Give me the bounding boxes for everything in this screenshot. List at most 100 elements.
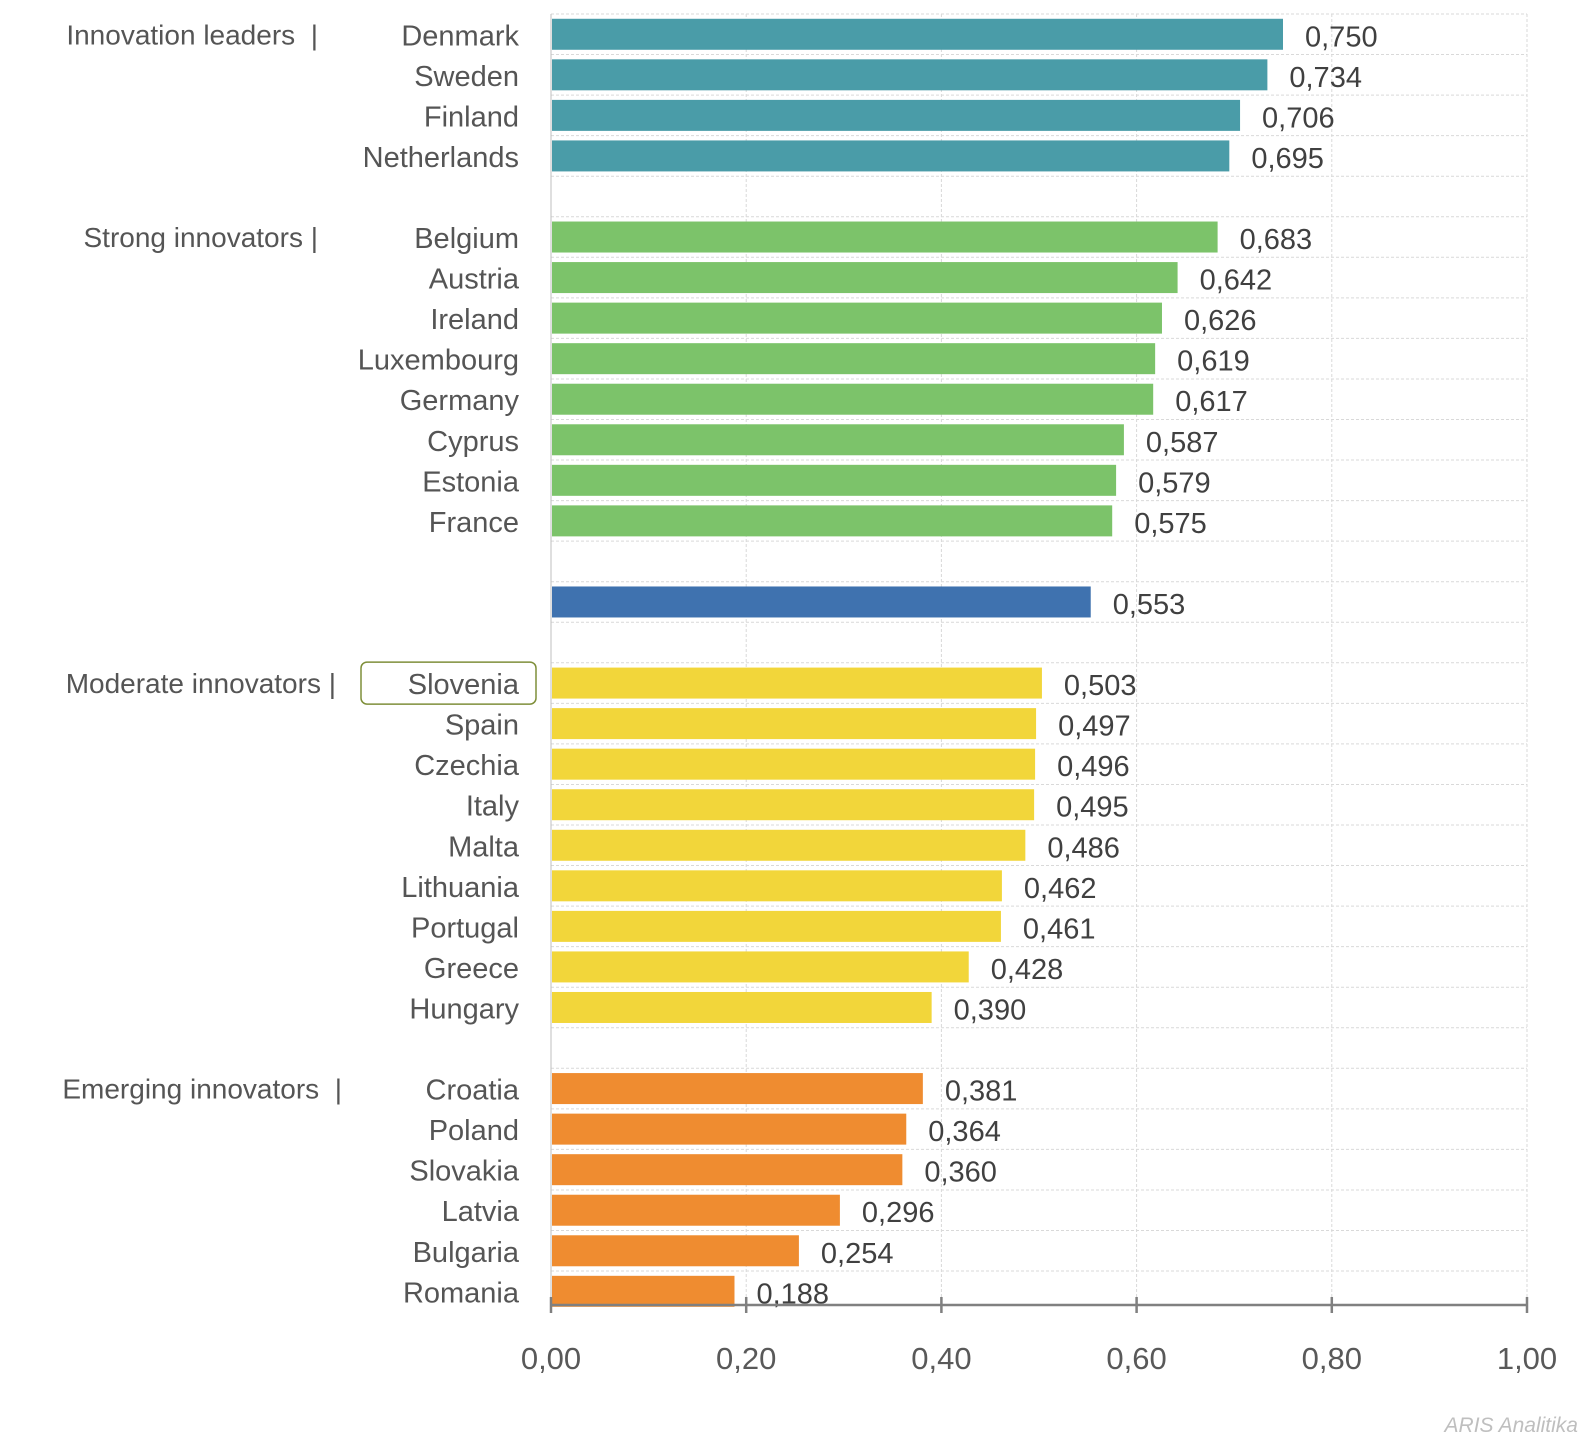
value-label-italy: 0,495 — [1056, 792, 1129, 824]
x-tick-label-4: 0,80 — [1302, 1341, 1362, 1376]
value-label-eu-average: 0,553 — [1113, 589, 1186, 621]
category-label-austria: Austria — [429, 264, 520, 296]
category-label-malta: Malta — [448, 831, 520, 863]
bar-slovakia — [552, 1154, 903, 1186]
x-tick-label-3: 0,60 — [1106, 1341, 1166, 1376]
credit-text: ARIS Analitika — [1443, 1414, 1578, 1437]
bar-netherlands — [552, 140, 1230, 172]
x-tick-label-1: 0,20 — [716, 1341, 776, 1376]
bar-finland — [552, 99, 1241, 131]
label-layer: 0,750 Denmark Innovation leaders | 0,734 Swe… — [62, 19, 1377, 1310]
bar-slovenia — [552, 667, 1042, 699]
value-label-finland: 0,706 — [1262, 102, 1335, 134]
category-label-luxembourg: Luxembourg — [358, 345, 519, 377]
category-label-slovakia: Slovakia — [409, 1156, 519, 1188]
bar-france — [552, 505, 1113, 537]
bar-cyprus — [552, 424, 1124, 456]
bar-italy — [552, 789, 1035, 821]
bar-croatia — [552, 1073, 923, 1105]
value-label-slovenia: 0,503 — [1064, 670, 1137, 702]
category-label-romania: Romania — [403, 1277, 520, 1309]
category-label-ireland: Ireland — [430, 304, 519, 336]
x-tick-label-2: 0,40 — [911, 1341, 971, 1376]
value-label-denmark: 0,750 — [1305, 21, 1378, 53]
value-label-cyprus: 0,587 — [1146, 427, 1219, 459]
value-label-portugal: 0,461 — [1023, 913, 1096, 945]
bar-germany — [552, 383, 1154, 415]
bar-poland — [552, 1113, 907, 1145]
bar-denmark — [552, 18, 1283, 50]
bar-czechia — [552, 748, 1036, 780]
value-label-croatia: 0,381 — [945, 1076, 1018, 1108]
highlight-box-slovenia — [360, 661, 537, 705]
category-label-portugal: Portugal — [411, 912, 519, 944]
axis-layer: 0,00 0,20 0,40 0,60 0,80 1,00 — [521, 14, 1557, 1376]
value-label-germany: 0,617 — [1175, 386, 1248, 418]
category-label-slovenia: Slovenia — [408, 669, 520, 701]
value-label-greece: 0,428 — [991, 954, 1064, 986]
x-tick-label-0: 0,00 — [521, 1341, 581, 1376]
category-label-czechia: Czechia — [414, 750, 520, 782]
group-label-moderate-innovators: Moderate innovators | — [66, 668, 336, 699]
bar-portugal — [552, 910, 1001, 942]
bar-austria — [552, 262, 1178, 294]
category-label-latvia: Latvia — [442, 1196, 520, 1228]
bar-latvia — [552, 1194, 840, 1226]
value-label-luxembourg: 0,619 — [1177, 346, 1250, 378]
category-label-poland: Poland — [429, 1115, 519, 1147]
group-label-strong-innovators: Strong innovators | — [83, 222, 318, 253]
bar-greece — [552, 951, 969, 983]
value-label-poland: 0,364 — [928, 1116, 1001, 1148]
category-label-netherlands: Netherlands — [363, 142, 519, 174]
value-label-slovakia: 0,360 — [924, 1157, 997, 1189]
category-label-germany: Germany — [400, 385, 520, 417]
value-label-ireland: 0,626 — [1184, 305, 1257, 337]
bar-hungary — [552, 991, 932, 1023]
value-label-latvia: 0,296 — [862, 1197, 935, 1229]
category-label-france: France — [429, 507, 519, 539]
category-label-denmark: Denmark — [401, 20, 519, 52]
bar-belgium — [552, 221, 1218, 253]
bar-estonia — [552, 464, 1117, 496]
category-label-finland: Finland — [424, 101, 519, 133]
value-label-lithuania: 0,462 — [1024, 873, 1097, 905]
value-label-belgium: 0,683 — [1240, 224, 1313, 256]
value-label-czechia: 0,496 — [1057, 751, 1130, 783]
value-label-hungary: 0,390 — [954, 994, 1027, 1026]
bar-ireland — [552, 302, 1162, 334]
value-label-austria: 0,642 — [1200, 265, 1273, 297]
bar-sweden — [552, 59, 1268, 91]
value-label-sweden: 0,734 — [1289, 62, 1362, 94]
group-label-innovation-leaders: Innovation leaders | — [66, 19, 318, 50]
bar-luxembourg — [552, 343, 1156, 375]
value-label-estonia: 0,579 — [1138, 467, 1211, 499]
bar-malta — [552, 829, 1026, 861]
bar-bulgaria — [552, 1235, 799, 1267]
value-label-netherlands: 0,695 — [1251, 143, 1324, 175]
value-label-bulgaria: 0,254 — [821, 1238, 894, 1270]
bar-romania — [552, 1275, 735, 1307]
value-label-spain: 0,497 — [1058, 711, 1131, 743]
category-label-italy: Italy — [466, 791, 520, 823]
category-label-hungary: Hungary — [409, 993, 519, 1025]
category-label-croatia: Croatia — [426, 1075, 520, 1107]
category-label-cyprus: Cyprus — [427, 426, 519, 458]
category-label-bulgaria: Bulgaria — [413, 1237, 520, 1269]
category-label-belgium: Belgium — [414, 223, 519, 255]
category-label-greece: Greece — [424, 953, 519, 985]
category-label-estonia: Estonia — [422, 466, 520, 498]
category-label-lithuania: Lithuania — [401, 872, 520, 904]
bar-spain — [552, 708, 1037, 740]
value-label-france: 0,575 — [1134, 508, 1207, 540]
bar-layer — [552, 18, 1283, 1307]
group-label-emerging-innovators: Emerging innovators | — [62, 1074, 342, 1105]
grid-layer — [550, 13, 1528, 1305]
category-label-sweden: Sweden — [414, 61, 519, 93]
value-label-malta: 0,486 — [1047, 832, 1120, 864]
category-label-spain: Spain — [445, 710, 519, 742]
bar-eu-average — [552, 586, 1091, 618]
bar-lithuania — [552, 870, 1002, 902]
x-tick-label-5: 1,00 — [1497, 1341, 1557, 1376]
